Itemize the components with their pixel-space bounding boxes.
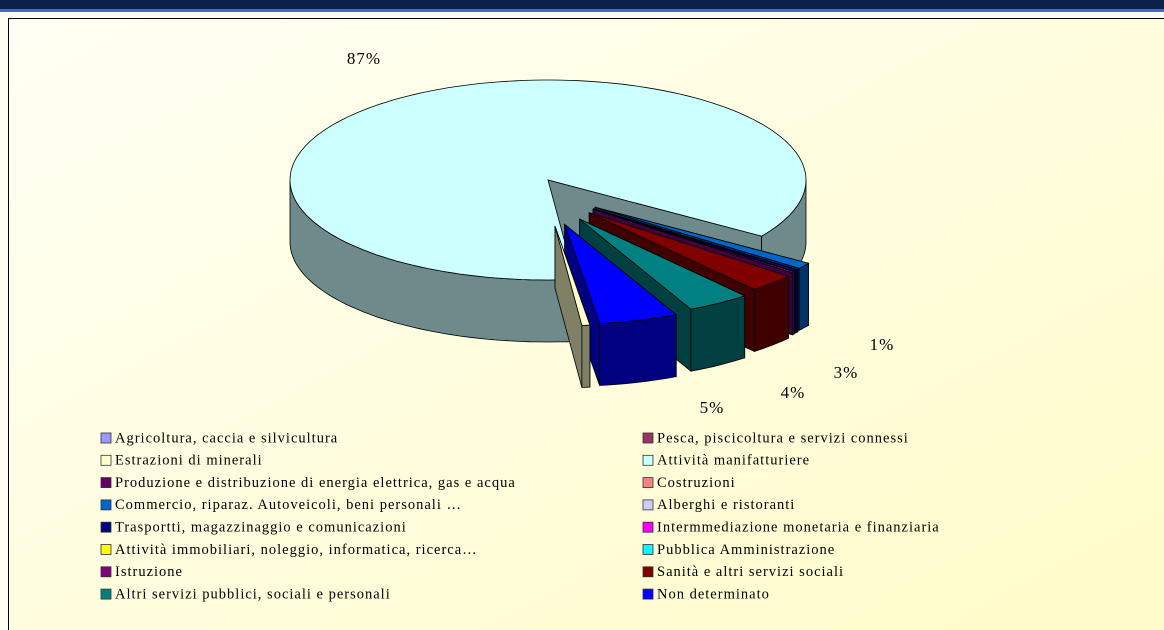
- legend-label: Alberghi e ristoranti: [657, 497, 795, 513]
- legend-swatch: [642, 521, 654, 533]
- header-band: [0, 0, 1164, 9]
- legend: Agricoltura, caccia e silvicultura Pesca,…: [100, 430, 940, 602]
- legend-swatch: [642, 477, 654, 489]
- legend-swatch: [642, 499, 654, 511]
- data-label: 5%: [700, 398, 725, 417]
- legend-swatch: [642, 432, 654, 444]
- legend-label: Attività manifatturiere: [657, 453, 810, 469]
- slice: [593, 208, 799, 272]
- slice-side: [791, 271, 795, 336]
- legend-swatch: [642, 454, 654, 466]
- legend-swatch: [100, 544, 112, 555]
- slice: [589, 212, 790, 290]
- legend-swatch: [100, 432, 112, 444]
- legend-swatch: [100, 521, 112, 533]
- legend-label: Costruzioni: [657, 475, 736, 491]
- slice-side: [794, 269, 799, 334]
- legend-swatch: [100, 499, 112, 511]
- slice-side: [798, 262, 809, 331]
- legend-label: Estrazioni di minerali: [115, 453, 263, 469]
- slice: [554, 225, 591, 326]
- header-line: [0, 9, 1164, 12]
- legend-swatch: [642, 544, 654, 555]
- pie: 87% 1% 3% 4% 5%: [289, 49, 895, 417]
- legend-swatch: [642, 566, 654, 578]
- legend-swatch: [642, 588, 654, 600]
- data-label: 3%: [834, 363, 859, 382]
- slice: [579, 218, 746, 310]
- legend-label: Produzione e distribuzione di energia el…: [115, 475, 516, 491]
- legend-label: Attività immobiliari, noleggio, informat…: [115, 542, 478, 558]
- legend-swatch: [100, 454, 112, 466]
- slice: [563, 223, 678, 324]
- legend-label: Sanità e altri servizi sociali: [657, 564, 844, 580]
- slice-side: [581, 324, 591, 388]
- data-label: 1%: [870, 335, 895, 354]
- legend-label: Pubblica Amministrazione: [657, 542, 835, 558]
- data-label: 87%: [347, 49, 381, 68]
- legend-label: Altri servizi pubblici, sociali e person…: [115, 586, 391, 602]
- legend-label: Pesca, piscicoltura e servizi connessi: [657, 430, 909, 446]
- slice-side: [599, 314, 677, 386]
- slice: [289, 79, 807, 281]
- legend-swatch: [100, 588, 112, 600]
- slice: [594, 206, 810, 269]
- slice: [592, 208, 796, 274]
- legend-swatch: [100, 566, 112, 578]
- legend-swatch: [100, 477, 112, 489]
- legend-label: Istruzione: [115, 564, 183, 580]
- legend-label: Non determinato: [657, 586, 770, 602]
- legend-label: Commercio, riparaz. Autoveicoli, beni pe…: [115, 497, 462, 513]
- data-label: 4%: [781, 383, 806, 402]
- legend-label: Trasportti, magazzinaggio e comunicazion…: [115, 520, 407, 536]
- legend-label: Agricoltura, caccia e silvicultura: [115, 430, 338, 446]
- legend-label: Intermmediazione monetaria e finanziaria: [657, 520, 940, 536]
